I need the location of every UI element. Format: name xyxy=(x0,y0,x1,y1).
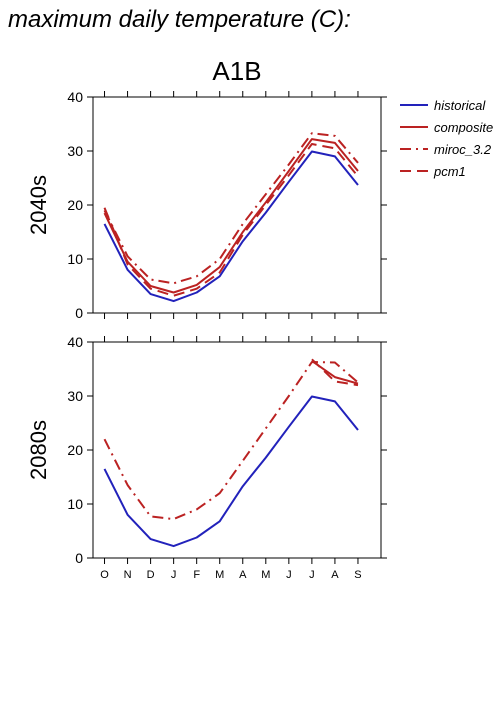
x-tick-label: D xyxy=(147,569,155,581)
x-tick-label: F xyxy=(193,569,200,581)
panel-label: 2040s xyxy=(26,175,51,235)
legend-label: historical xyxy=(434,98,486,113)
series-line-composite xyxy=(103,138,359,294)
y-tick-label: 30 xyxy=(67,388,83,404)
x-tick-label: J xyxy=(286,569,292,581)
series-line-composite xyxy=(311,360,359,385)
chart-title: maximum daily temperature (C): xyxy=(8,6,351,33)
y-tick-label: 0 xyxy=(75,550,83,566)
legend: historical composite miroc_3.2 pcm1 xyxy=(400,98,493,179)
legend-label: composite xyxy=(434,120,493,135)
series-line-pcm1 xyxy=(103,143,359,297)
x-tick-label: O xyxy=(100,569,109,581)
legend-item: miroc_3.2 xyxy=(400,142,492,157)
plot-frame xyxy=(92,96,382,314)
series-line-historical xyxy=(103,395,359,548)
panel-2040s: 0 10 20 30 40 2040s xyxy=(26,89,387,321)
series-line-pcm1 xyxy=(311,358,359,387)
y-tick-label: 10 xyxy=(67,251,83,267)
panel-label: 2080s xyxy=(26,420,51,480)
scenario-title: A1B xyxy=(212,56,261,86)
x-tick-label: M xyxy=(261,569,270,581)
y-tick-label: 30 xyxy=(67,143,83,159)
x-tick-label: S xyxy=(354,569,361,581)
x-tick-label: A xyxy=(239,569,247,581)
x-tick-label: J xyxy=(171,569,177,581)
x-tick-label: J xyxy=(309,569,315,581)
y-tick-label: 20 xyxy=(67,197,83,213)
legend-label: miroc_3.2 xyxy=(434,142,492,157)
series-line-miroc-3-2 xyxy=(103,361,359,521)
series-line-miroc-3-2 xyxy=(103,132,359,285)
series-line-historical xyxy=(103,150,359,303)
legend-item: historical xyxy=(400,98,486,113)
y-tick-label: 10 xyxy=(67,496,83,512)
y-tick-label: 40 xyxy=(67,89,83,105)
y-tick-label: 0 xyxy=(75,305,83,321)
panels: 0 10 20 30 40 2040s 0 10 20 30 40 2080s O N D J F M A M J J A S xyxy=(26,89,387,581)
panel-2080s: 0 10 20 30 40 2080s xyxy=(26,334,387,566)
x-tick-label: N xyxy=(124,569,132,581)
legend-item: pcm1 xyxy=(400,164,466,179)
legend-item: composite xyxy=(400,120,493,135)
y-tick-label: 40 xyxy=(67,334,83,350)
plot-frame xyxy=(92,341,382,559)
x-tick-label: A xyxy=(331,569,339,581)
y-tick-label: 20 xyxy=(67,442,83,458)
x-tick-label: M xyxy=(215,569,224,581)
legend-label: pcm1 xyxy=(433,164,466,179)
